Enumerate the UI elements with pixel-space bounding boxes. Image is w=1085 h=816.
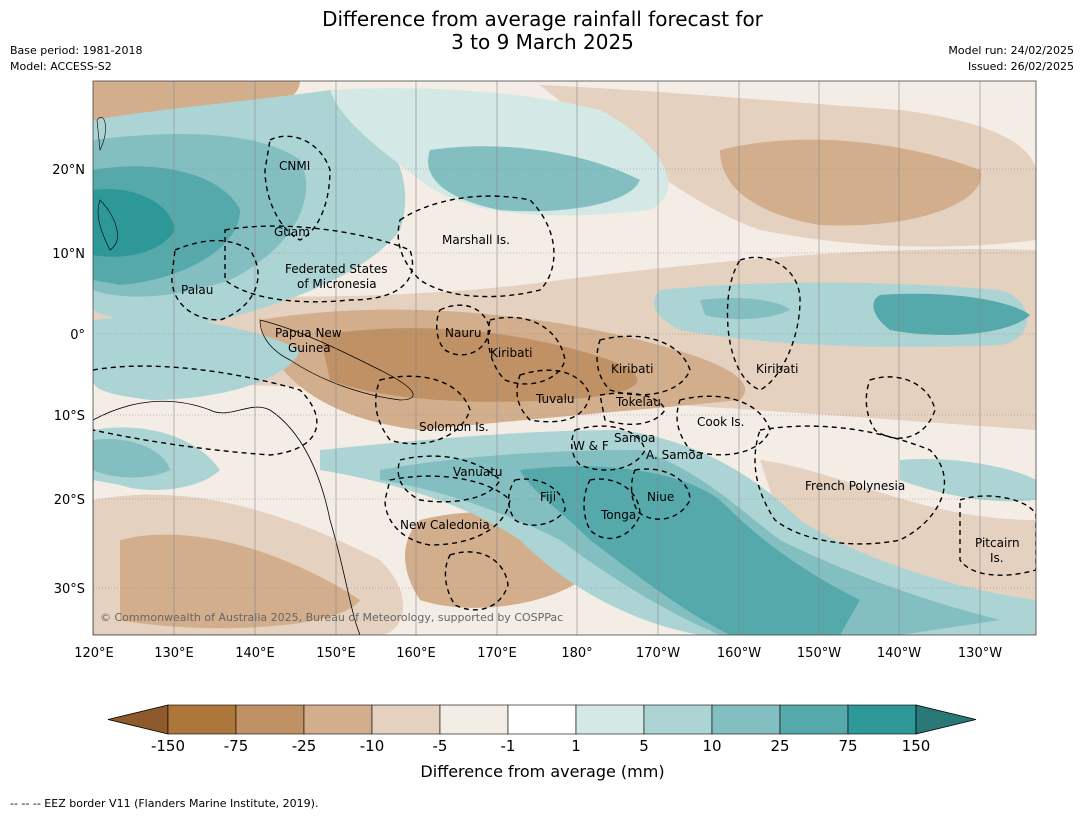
rainfall-field: © Commonwealth of Australia 2025, Bureau…	[93, 81, 1036, 635]
label-fsm-line2: of Micronesia	[297, 277, 377, 291]
map-title-line2: 3 to 9 March 2025	[451, 30, 634, 54]
label-samoa: Samoa	[614, 431, 655, 445]
lat-label: 0°	[70, 328, 85, 343]
lon-label: 170°W	[636, 646, 680, 661]
graticule	[93, 81, 1036, 635]
colorbar-tick-label: 150	[901, 737, 931, 755]
model-run: Model run: 24/02/2025	[948, 44, 1074, 57]
colorbar-tick-label: -5	[432, 737, 448, 755]
colorbar-tick-label: -75	[223, 737, 249, 755]
lon-label: 180°	[561, 646, 592, 661]
label-tonga: Tonga	[600, 508, 636, 522]
latitude-labels: 20°N 10°N 0° 10°S 20°S 30°S	[52, 163, 85, 597]
colorbar-swatch	[439, 704, 509, 735]
map-frame	[92, 80, 1037, 636]
lon-label: 140°W	[877, 646, 921, 661]
label-tuvalu: Tuvalu	[535, 392, 575, 406]
label-nauru: Nauru	[445, 326, 481, 340]
colorbar-swatch	[711, 704, 781, 735]
colorbar-extend-low	[107, 704, 169, 735]
model-name: Model: ACCESS-S2	[10, 60, 112, 73]
lat-label: 10°N	[52, 247, 85, 262]
lon-label: 160°W	[717, 646, 761, 661]
base-period: Base period: 1981-2018	[10, 44, 143, 57]
colorbar-tick-label: 1	[571, 737, 581, 755]
eez-legend: -- -- -- EEZ border V11 (Flanders Marine…	[10, 797, 319, 810]
lat-label: 10°S	[54, 409, 85, 424]
label-kiribati-east: Kiribati	[756, 362, 798, 376]
copyright-notice: © Commonwealth of Australia 2025, Bureau…	[100, 611, 563, 624]
colorbar-tick-label: 75	[838, 737, 858, 755]
colorbar-swatch	[371, 704, 441, 735]
label-pitcairn-line1: Pitcairn	[975, 536, 1020, 550]
lon-label: 170°E	[477, 646, 517, 661]
lat-label: 20°N	[52, 163, 85, 178]
colorbar-tick-label: 10	[702, 737, 722, 755]
lon-label: 160°E	[396, 646, 436, 661]
colorbar-tick-label: -10	[359, 737, 385, 755]
lon-label: 120°E	[74, 646, 114, 661]
label-marshall-islands: Marshall Is.	[442, 233, 510, 247]
label-fsm-line1: Federated States	[285, 262, 387, 276]
label-guam: Guam	[274, 225, 310, 239]
lon-label: 130°E	[154, 646, 194, 661]
colorbar-tick-label: 25	[770, 737, 790, 755]
colorbar-tick-label: 5	[639, 737, 649, 755]
region-labels: CNMI Guam Marshall Is. Federated States …	[181, 159, 1020, 565]
label-pitcairn-line2: Is.	[990, 551, 1004, 565]
label-palau: Palau	[181, 283, 213, 297]
label-cnmi: CNMI	[279, 159, 310, 173]
colorbar	[107, 704, 977, 735]
label-png-line1: Papua New	[275, 326, 342, 340]
label-vanuatu: Vanuatu	[453, 465, 503, 479]
map-title-line1: Difference from average rainfall forecas…	[322, 7, 763, 31]
colorbar-swatch	[507, 704, 577, 735]
issued-date: Issued: 26/02/2025	[967, 60, 1074, 73]
label-solomon-islands: Solomon Is.	[419, 420, 489, 434]
colorbar-tick-label: -1	[500, 737, 516, 755]
label-fiji: Fiji	[540, 490, 556, 504]
colorbar-swatch	[847, 704, 917, 735]
colorbar-extend-high	[915, 704, 977, 735]
label-kiribati-west: Kiribati	[490, 346, 532, 360]
colorbar-swatch	[235, 704, 305, 735]
colorbar-tick-label: -25	[291, 737, 317, 755]
label-png-line2: Guinea	[288, 341, 331, 355]
label-wallis-futuna: W & F	[573, 439, 609, 453]
lon-label: 150°W	[797, 646, 841, 661]
colorbar-swatch	[303, 704, 373, 735]
label-french-polynesia: French Polynesia	[805, 479, 905, 493]
colorbar-swatch	[575, 704, 645, 735]
colorbar-title: Difference from average (mm)	[420, 762, 665, 781]
label-american-samoa: A. Samoa	[646, 448, 703, 462]
lat-label: 20°S	[54, 493, 85, 508]
longitude-labels: 120°E 130°E 140°E 150°E 160°E 170°E 180°…	[74, 646, 1002, 661]
colorbar-swatch	[167, 704, 237, 735]
colorbar-swatch	[643, 704, 713, 735]
colorbar-tick-label: -150	[150, 737, 186, 755]
eez-borders	[93, 135, 1036, 611]
label-kiribati-central: Kiribati	[611, 362, 653, 376]
lon-label: 130°W	[958, 646, 1002, 661]
lon-label: 140°E	[235, 646, 275, 661]
colorbar-swatch	[779, 704, 849, 735]
label-tokelau: Tokelau	[615, 395, 661, 409]
lat-label: 30°S	[54, 582, 85, 597]
label-cook-islands: Cook Is.	[697, 415, 744, 429]
label-niue: Niue	[647, 490, 674, 504]
label-new-caledonia: New Caledonia	[400, 518, 490, 532]
lon-label: 150°E	[316, 646, 356, 661]
